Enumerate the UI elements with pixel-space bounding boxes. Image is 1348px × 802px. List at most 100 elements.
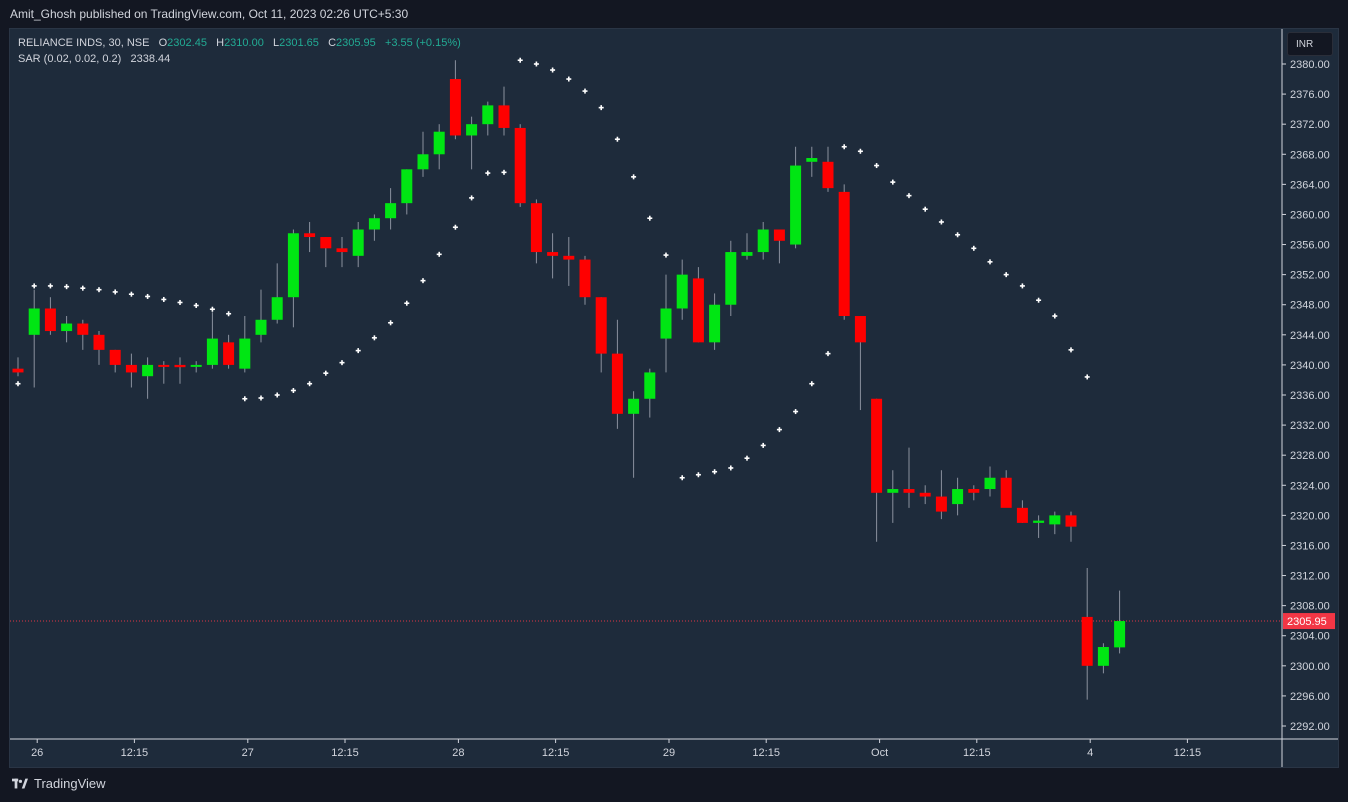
- candle-body-down[interactable]: [125, 364, 137, 373]
- sar-point: [96, 287, 102, 293]
- candle-body-up[interactable]: [190, 364, 202, 367]
- candle-body-up[interactable]: [271, 297, 283, 320]
- candle-body-up[interactable]: [466, 124, 478, 136]
- candle-body-up[interactable]: [28, 308, 40, 335]
- candle-body-down[interactable]: [773, 229, 785, 241]
- sar-point: [112, 289, 118, 295]
- candle-body-down[interactable]: [498, 105, 510, 128]
- candle-body-down[interactable]: [871, 398, 883, 493]
- sar-point: [971, 245, 977, 251]
- candle-body-down[interactable]: [514, 127, 526, 204]
- candle-body-down[interactable]: [336, 248, 348, 253]
- tradingview-logo[interactable]: TradingView: [12, 776, 106, 791]
- candle-body-down[interactable]: [968, 489, 980, 493]
- candle-body-down[interactable]: [1000, 477, 1012, 508]
- price-tick-label: 2304.00: [1290, 631, 1330, 643]
- sar-point: [258, 395, 264, 401]
- low-label: L: [273, 37, 280, 49]
- sar-point: [64, 284, 70, 290]
- price-tick-label: 2328.00: [1290, 450, 1330, 462]
- candle-body-down[interactable]: [1065, 515, 1077, 527]
- candle-body-up[interactable]: [255, 319, 267, 335]
- candle-body-up[interactable]: [368, 218, 380, 230]
- sar-point: [987, 259, 993, 265]
- candle-body-up[interactable]: [206, 338, 218, 365]
- high-label: H: [216, 37, 225, 49]
- close-label: C: [328, 37, 337, 49]
- candle-body-up[interactable]: [352, 229, 364, 256]
- sar-point: [825, 351, 831, 357]
- candle-body-down[interactable]: [838, 191, 850, 317]
- candle-body-down[interactable]: [12, 368, 24, 373]
- candle-body-down[interactable]: [223, 342, 235, 365]
- candle-body-up[interactable]: [790, 165, 802, 245]
- candle-body-up[interactable]: [417, 154, 429, 170]
- candle-body-up[interactable]: [757, 229, 769, 253]
- candle-body-up[interactable]: [482, 105, 494, 125]
- price-tick-label: 2340.00: [1290, 360, 1330, 372]
- candle-body-down[interactable]: [935, 496, 947, 512]
- candle-body-down[interactable]: [304, 233, 316, 238]
- candle-body-down[interactable]: [530, 203, 542, 253]
- candle-body-up[interactable]: [628, 398, 640, 414]
- candle-body-down[interactable]: [449, 79, 461, 136]
- sar-point: [15, 381, 21, 387]
- candle-body-down[interactable]: [595, 297, 607, 354]
- sar-point: [209, 306, 215, 312]
- candle-body-up[interactable]: [676, 274, 688, 309]
- candle-body-down[interactable]: [158, 364, 170, 367]
- candle-body-up[interactable]: [1033, 520, 1045, 523]
- sar-point: [290, 387, 296, 393]
- sar-point: [712, 469, 718, 475]
- sar-point: [582, 88, 588, 94]
- candle-body-up[interactable]: [1049, 515, 1061, 525]
- sar-point: [355, 348, 361, 354]
- candle-body-down[interactable]: [77, 323, 89, 335]
- candle-body-up[interactable]: [142, 364, 154, 377]
- candle-body-up[interactable]: [644, 372, 656, 399]
- candle-body-up[interactable]: [660, 308, 672, 339]
- candle-body-down[interactable]: [611, 353, 623, 414]
- candle-body-up[interactable]: [433, 131, 445, 155]
- price-tick-label: 2376.00: [1290, 89, 1330, 101]
- candle-body-up[interactable]: [61, 323, 73, 332]
- currency-button[interactable]: INR: [1287, 32, 1333, 56]
- candle-body-up[interactable]: [952, 489, 964, 505]
- low-value: 2301.65: [279, 37, 319, 49]
- candle-body-up[interactable]: [806, 158, 818, 162]
- candle-body-down[interactable]: [547, 252, 559, 256]
- candle-body-up[interactable]: [887, 489, 899, 493]
- candle-body-up[interactable]: [1114, 621, 1126, 648]
- sar-point: [890, 179, 896, 185]
- candle-body-up[interactable]: [709, 304, 721, 343]
- candle-body-up[interactable]: [984, 477, 996, 490]
- candle-body-up[interactable]: [1097, 647, 1109, 666]
- sar-point: [485, 170, 491, 176]
- candle-body-down[interactable]: [563, 255, 575, 260]
- candle-body-down[interactable]: [692, 278, 704, 343]
- candle-body-up[interactable]: [401, 169, 413, 204]
- sar-point: [1003, 272, 1009, 278]
- sar-point: [388, 320, 394, 326]
- candle-body-down[interactable]: [1081, 616, 1093, 666]
- last-price-label: 2305.95: [1287, 616, 1327, 628]
- candle-body-up[interactable]: [287, 233, 299, 298]
- sar-point: [226, 311, 232, 317]
- candle-body-down[interactable]: [320, 237, 332, 249]
- candle-body-down[interactable]: [109, 349, 121, 365]
- candle-body-down[interactable]: [93, 334, 105, 350]
- candle-body-up[interactable]: [741, 252, 753, 256]
- candle-body-up[interactable]: [725, 252, 737, 305]
- sar-point: [469, 195, 475, 201]
- candle-body-down[interactable]: [1016, 507, 1028, 523]
- candle-body-down[interactable]: [854, 316, 866, 343]
- candle-body-up[interactable]: [239, 338, 251, 369]
- candle-body-down[interactable]: [579, 259, 591, 298]
- candle-body-down[interactable]: [44, 308, 56, 332]
- candle-body-down[interactable]: [919, 492, 931, 497]
- candle-body-down[interactable]: [903, 489, 915, 493]
- candle-body-up[interactable]: [385, 203, 397, 219]
- candle-body-down[interactable]: [822, 161, 834, 189]
- candle-body-down[interactable]: [174, 364, 186, 368]
